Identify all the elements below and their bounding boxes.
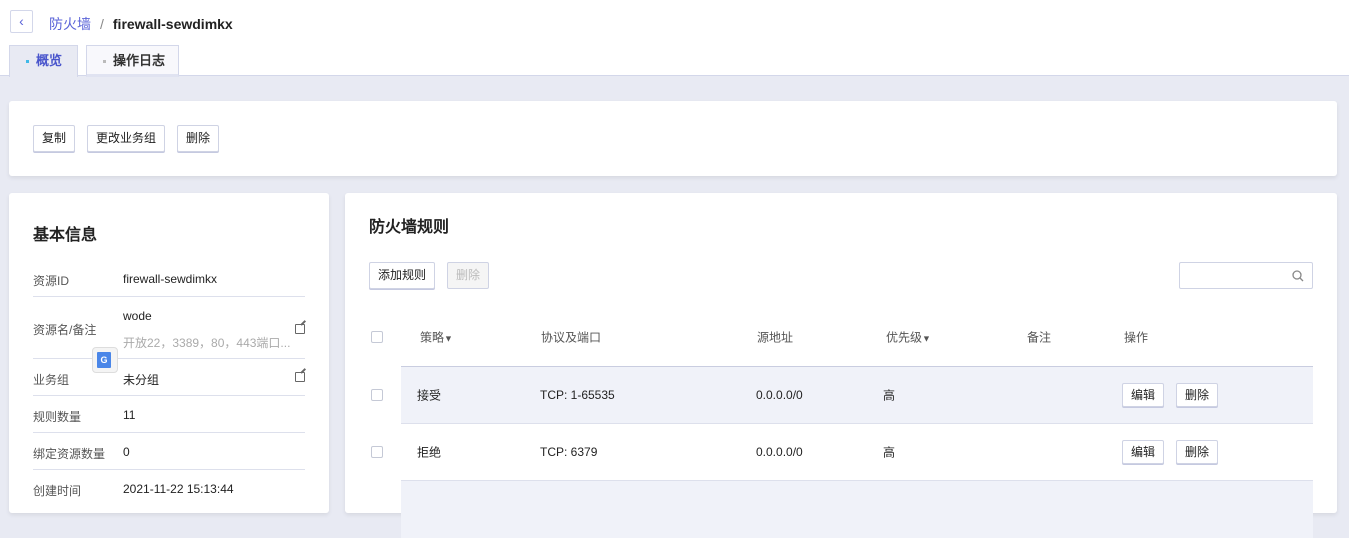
rules-card — [345, 193, 1337, 513]
row-checkbox[interactable] — [371, 446, 383, 458]
table-row — [401, 424, 1313, 481]
change-group-button[interactable]: 更改业务组 — [87, 125, 165, 152]
tab-operation-log[interactable]: 操作日志 — [86, 45, 179, 77]
breadcrumb-separator: / — [100, 16, 104, 32]
search-icon — [1292, 270, 1304, 282]
edit-icon[interactable] — [295, 324, 305, 334]
actions-card: 复制 更改业务组 删除 — [9, 101, 1337, 176]
breadcrumb-firewall-link[interactable]: 防火墙 — [49, 16, 91, 32]
delete-button[interactable]: 删除 — [177, 125, 219, 152]
table-row — [401, 481, 1313, 538]
column-actions: 操作 — [1124, 330, 1149, 345]
edit-rule-button[interactable]: 编辑 — [1122, 440, 1164, 464]
breadcrumb: 防火墙 / firewall-sewdimkx — [49, 14, 233, 34]
search-input[interactable] — [1179, 262, 1313, 289]
delete-rules-button[interactable]: 删除 — [447, 262, 489, 289]
tab-overview[interactable]: 概览 — [9, 45, 78, 77]
column-source: 源地址 — [757, 330, 794, 345]
column-priority[interactable]: 优先级▼ — [886, 330, 931, 345]
info-row-name: 资源名/备注 wode 开放22，3389，80，443端口... — [33, 297, 305, 359]
back-button[interactable]: ‹ — [10, 10, 33, 33]
info-row-group: 业务组 未分组 — [33, 359, 305, 396]
info-row-id: 资源ID firewall-sewdimkx — [33, 260, 305, 297]
row-checkbox[interactable] — [371, 389, 383, 401]
filter-icon[interactable]: ▼ — [922, 333, 931, 344]
delete-rule-button[interactable]: 删除 — [1176, 383, 1218, 407]
edit-rule-button[interactable]: 编辑 — [1122, 383, 1164, 407]
copy-button[interactable]: 复制 — [33, 125, 75, 152]
column-protocol: 协议及端口 — [541, 330, 602, 345]
basic-info-card: 基本信息 资源ID firewall-sewdimkx 资源名/备注 wode … — [9, 193, 329, 513]
page-header: ‹ 防火墙 / firewall-sewdimkx 概览 操作日志 — [0, 0, 1349, 77]
info-row-rule-count: 规则数量 11 — [33, 396, 305, 433]
info-row-created: 创建时间 2021-11-22 15:13:44 — [33, 482, 234, 498]
google-translate-icon[interactable]: G — [92, 347, 118, 373]
page-title: firewall-sewdimkx — [112, 16, 233, 32]
column-remark: 备注 — [1027, 330, 1052, 345]
add-rule-button[interactable]: 添加规则 — [369, 262, 435, 289]
column-policy[interactable]: 策略▼ — [420, 330, 453, 345]
basic-info-title: 基本信息 — [33, 227, 98, 244]
rules-title: 防火墙规则 — [369, 219, 450, 236]
info-row-bound-count: 绑定资源数量 0 — [33, 433, 305, 470]
delete-rule-button[interactable]: 删除 — [1176, 440, 1218, 464]
edit-icon[interactable] — [295, 372, 305, 382]
chevron-left-icon: ‹ — [19, 13, 24, 29]
filter-icon[interactable]: ▼ — [444, 333, 453, 344]
select-all-checkbox[interactable] — [371, 331, 383, 343]
